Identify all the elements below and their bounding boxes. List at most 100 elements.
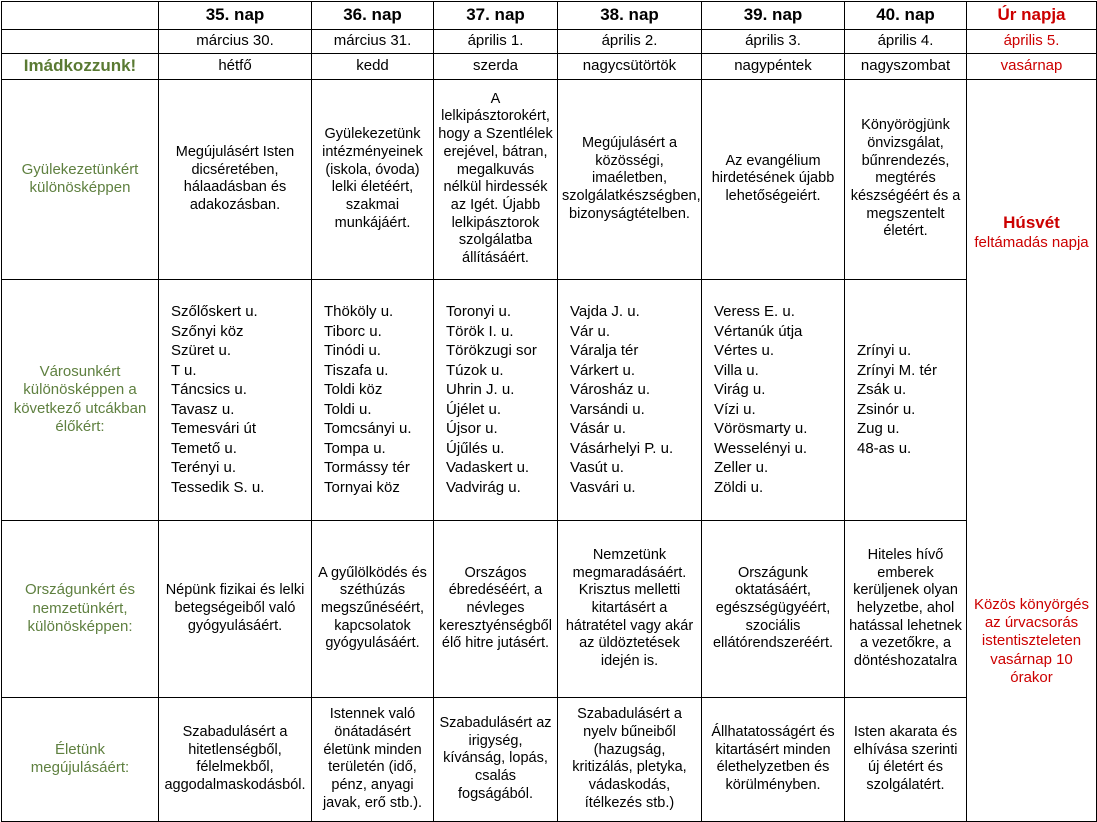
header-daynum-35: 35. nap [158,1,312,30]
header-row-dates: március 30. március 31. április 1. ápril… [1,29,1097,54]
street-name: Temető u. [171,439,237,457]
street-name: Tavasz u. [171,400,235,418]
street-name: Thököly u. [324,303,394,321]
header-daynum-sunday: Úr napja [966,1,1097,30]
street-name: Zöldi u. [714,478,764,496]
street-name: Szőlőskert u. [171,303,258,321]
header-date-40: április 4. [844,29,967,54]
cell-congregation-day35: Megújulásért Isten dicséretében, hálaadá… [158,78,312,280]
street-name: Tiszafa u. [324,361,389,379]
cell-country-day36: A gyűlölködés és széthúzás megszűnéséért… [311,519,434,698]
street-name: Vasút u. [570,459,624,477]
header-date-38: április 2. [557,29,702,54]
header-daynum-39: 39. nap [701,1,845,30]
cell-congregation-day39: Az evangélium hirdetésének újabb lehetős… [701,78,845,280]
cell-congregation-day37: A lelkipásztorokért, hogy a Szentlélek e… [433,78,558,280]
cell-sunday-easter: Húsvét feltámadás napja Közös könyörgés … [966,78,1097,822]
row-life-renewal: Életünk megújulásáért: Szabadulásért a h… [1,696,1097,822]
cell-streets-day37: Toronyi u. Török I. u. Törökzugi sor Túzok … [433,278,558,521]
header-corner-empty [1,1,159,30]
street-name: Török I. u. [446,322,514,340]
sunday-service-note: Közös könyörgés az úrvacsorás istentiszt… [973,595,1090,686]
street-name: Zsinór u. [857,400,916,418]
header-daynum-40: 40. nap [844,1,967,30]
street-name: Vadaskert u. [446,459,530,477]
header-weekday-35: hétfő [158,53,312,80]
easter-heading-group: Húsvét feltámadás napja [971,213,1092,252]
cell-country-day38: Nemzetünk megmaradásáért. Krisztus melle… [557,519,702,698]
street-name: Újélet u. [446,400,502,418]
header-date-37: április 1. [433,29,558,54]
street-name: Virág u. [714,381,766,399]
row-city-streets: Városunkért különösképpen a következő ut… [1,278,1097,521]
street-name: Túzok u. [446,361,504,379]
cell-life-day37: Szabadulásért az irigység, kívánság, lop… [433,696,558,822]
cell-country-day40: Hiteles hívő emberek kerüljenek olyan he… [844,519,967,698]
street-name: Tormássy tér [324,459,410,477]
rowlabel-city: Városunkért különösképpen a következő ut… [1,278,159,521]
rowlabel-life: Életünk megújulásáért: [1,696,159,822]
header-daynum-37: 37. nap [433,1,558,30]
cell-life-day36: Istennek való önátadásért életünk minden… [311,696,434,822]
header-date-39: április 3. [701,29,845,54]
street-name: Toldi köz [324,381,383,399]
street-name: Vajda J. u. [570,303,640,321]
street-name: Tiborc u. [324,322,382,340]
street-name: Toldi u. [324,400,372,418]
street-name: Vár u. [570,322,611,340]
street-name: Vértes u. [714,342,775,360]
street-name: Újűlés u. [446,439,505,457]
street-name: Wesselényi u. [714,439,808,457]
street-name: Vásár u. [570,420,626,438]
header-daynum-36: 36. nap [311,1,434,30]
cell-life-day40: Isten akarata és elhívása szerinti új él… [844,696,967,822]
street-name: T u. [171,361,197,379]
cell-life-day38: Szabadulásért a nyelv bűneiből (hazugság… [557,696,702,822]
street-name: Terényi u. [171,459,237,477]
header-weekday-sunday: vasárnap [966,53,1097,80]
street-name: Zsák u. [857,381,907,399]
street-name: Városház u. [570,381,651,399]
rowlabel-country: Országunkért és nemzetünkért, különöskép… [1,519,159,698]
cell-congregation-day38: Megújulásért a közösségi, imaéletben, sz… [557,78,702,280]
street-name: Szőnyi köz [171,322,244,340]
easter-subtitle: feltámadás napja [974,234,1089,252]
street-name: Vértanúk útja [714,322,803,340]
cell-streets-day35: Szőlőskert u. Szőnyi köz Szüret u. T u. Tánc… [158,278,312,521]
street-name: Temesvári út [171,420,257,438]
header-date-sunday: április 5. [966,29,1097,54]
street-name: Vasvári u. [570,478,636,496]
header-daynum-38: 38. nap [557,1,702,30]
cell-streets-day38: Vajda J. u. Vár u. Váralja tér Várkert u. Vá… [557,278,702,521]
header-weekday-39: nagypéntek [701,53,845,80]
street-name: Villa u. [714,361,759,379]
cell-congregation-day40: Könyörögjünk önvizsgálat, bűnrendezés, m… [844,78,967,280]
street-name: Tompa u. [324,439,386,457]
street-name: Tomcsányi u. [324,420,412,438]
street-name: 48-as u. [857,439,912,457]
header-label-imadkozzunk: Imádkozzunk! [1,53,159,80]
cell-streets-day39: Veress E. u. Vértanúk útja Vértes u. Villa … [701,278,845,521]
easter-title: Húsvét [1003,213,1060,233]
header-row-weekdays: Imádkozzunk! hétfő kedd szerda nagycsütö… [1,53,1097,80]
street-name: Varsándi u. [570,400,645,418]
street-name: Zrínyi M. tér [857,361,938,379]
street-name: Váralja tér [570,342,639,360]
cell-country-day39: Országunk oktatásáért, egészségügyéért, … [701,519,845,698]
cell-streets-day40: Zrínyi u. Zrínyi M. tér Zsák u. Zsinór u. Zu… [844,278,967,521]
header-weekday-40: nagyszombat [844,53,967,80]
header-row-daynumbers: 35. nap 36. nap 37. nap 38. nap 39. nap … [1,1,1097,30]
cell-life-day35: Szabadulásért a hitetlenségből, félelmek… [158,696,312,822]
street-name: Tornyai köz [324,478,400,496]
street-name: Vízi u. [714,400,756,418]
rowlabel-congregation: Gyülekezetünkért különösképpen [1,78,159,280]
street-name: Tinódi u. [324,342,381,360]
street-name: Zrínyi u. [857,342,912,360]
street-name: Törökzugi sor [446,342,537,360]
street-name: Szüret u. [171,342,232,360]
cell-country-day37: Országos ébredéséért, a névleges kereszt… [433,519,558,698]
cell-country-day35: Népünk fizikai és lelki betegségeiből va… [158,519,312,698]
cell-congregation-day36: Gyülekezetünk intézményeinek (iskola, óv… [311,78,434,280]
cell-streets-day36: Thököly u. Tiborc u. Tinódi u. Tiszafa u. To… [311,278,434,521]
